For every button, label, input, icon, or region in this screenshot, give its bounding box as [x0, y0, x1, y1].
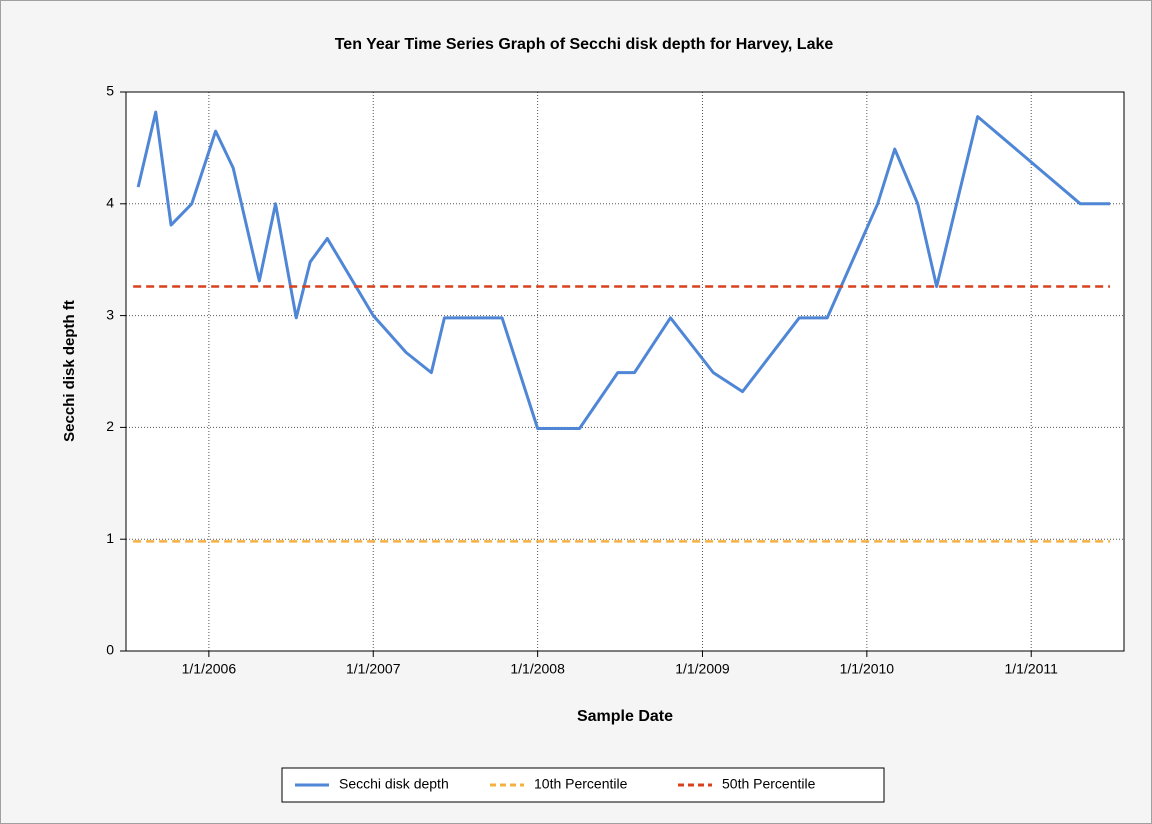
y-tick-label: 5	[106, 83, 114, 99]
y-axis-label: Secchi disk depth ft	[61, 300, 78, 442]
y-tick-label: 0	[106, 642, 114, 658]
x-tick-label: 1/1/2007	[346, 661, 401, 677]
y-tick-label: 1	[106, 530, 114, 546]
chart-title: Ten Year Time Series Graph of Secchi dis…	[335, 36, 834, 53]
plot-border	[125, 91, 1125, 652]
x-tick-label: 1/1/2008	[510, 661, 565, 677]
legend-label: 50th Percentile	[722, 776, 816, 792]
x-tick-label: 1/1/2011	[1004, 661, 1058, 677]
x-tick-label: 1/1/2006	[182, 661, 237, 677]
y-tick-label: 4	[106, 195, 114, 211]
x-tick-label: 1/1/2009	[675, 661, 730, 677]
y-tick-label: 3	[106, 306, 114, 322]
x-tick-label: 1/1/2010	[840, 661, 895, 677]
legend	[281, 767, 885, 803]
legend-label: Secchi disk depth	[339, 776, 449, 792]
y-tick-label: 2	[106, 418, 114, 434]
data-line	[136, 110, 1111, 431]
x-axis-label: Sample Date	[577, 708, 673, 725]
legend-label: 10th Percentile	[534, 776, 628, 792]
